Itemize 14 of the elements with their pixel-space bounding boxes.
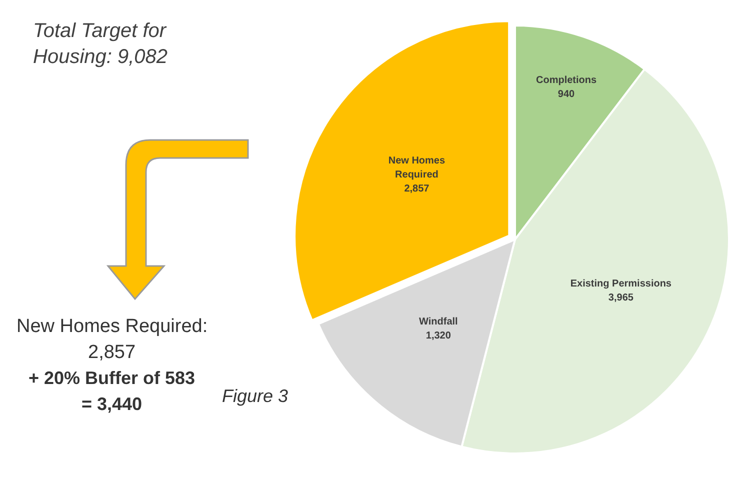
data-label: 1,320 [426,330,452,342]
data-label: 2,857 [404,184,430,194]
slice-label: New Homes Required [388,156,446,180]
text: 2,857 [88,342,136,364]
text: New Homes Required: [16,316,208,338]
text: + 20% Buffer of 583 [28,368,196,389]
data-label: 940 [558,89,576,100]
slice-label: Completions [536,75,597,86]
data-label: 3,965 [608,292,634,304]
caption: Figure 3 [222,386,288,407]
text: Total Target for Housing: 9,082 [33,19,169,70]
slice-label: Windfall [419,316,458,328]
text: = 3,440 [82,394,142,415]
slice-label: Existing Permissions [570,278,672,290]
